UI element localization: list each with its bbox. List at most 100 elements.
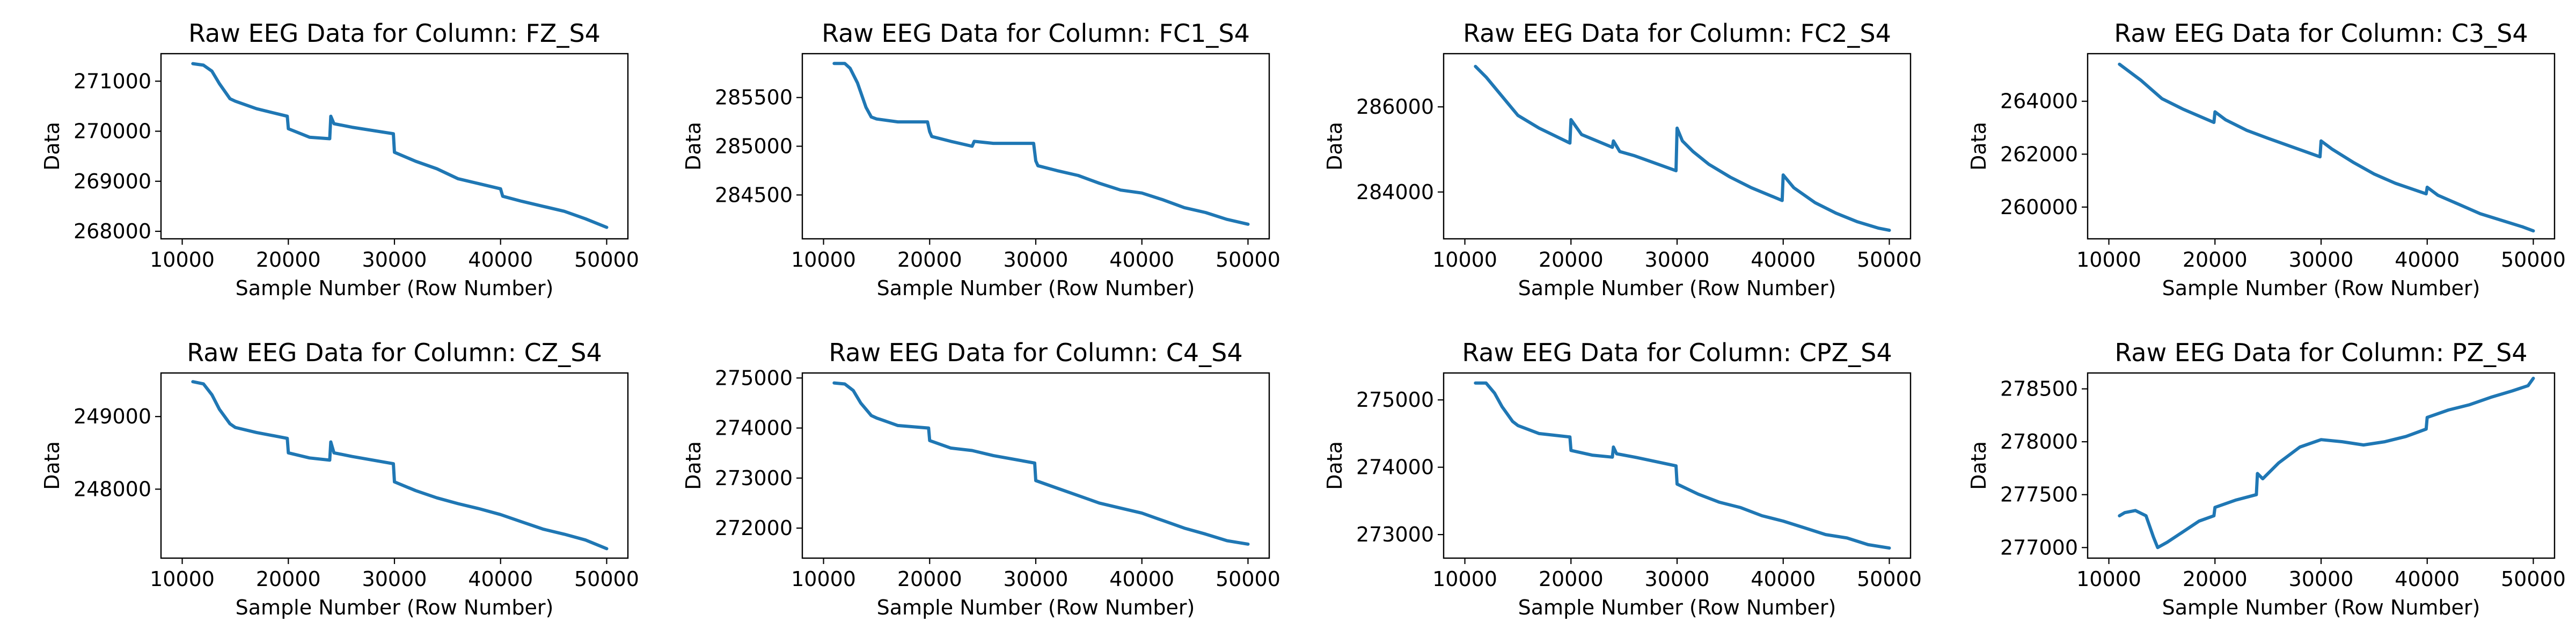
x-tick-label: 40000: [1751, 248, 1816, 272]
y-tick-label: 277000: [2000, 536, 2078, 559]
x-tick-label: 40000: [468, 567, 533, 591]
y-axis-label: Data: [1967, 441, 1990, 490]
x-tick-label: 50000: [1216, 248, 1280, 272]
series-line: [1474, 64, 1891, 232]
y-tick-label: 274000: [715, 416, 793, 440]
axes-frame: [1443, 53, 1912, 240]
y-tick-label: 270000: [74, 120, 151, 143]
y-tick-label: 268000: [74, 219, 151, 243]
x-tick-label: 30000: [2289, 248, 2354, 272]
x-tick-label: 10000: [150, 567, 215, 591]
subplot-6: Raw EEG Data for Column: CPZ_S4 10000 2000…: [1323, 338, 1922, 619]
x-axis-label: Sample Number (Row Number): [2162, 276, 2480, 300]
axes-frame: [2087, 372, 2556, 559]
y-tick-label: 248000: [74, 477, 151, 501]
axes-frame: [1443, 372, 1912, 559]
subplot-0: Raw EEG Data for Column: FZ_S4 10000 20000…: [40, 19, 639, 300]
x-tick-label: 10000: [2076, 567, 2141, 591]
y-tick-label: 285000: [715, 135, 793, 158]
series-line: [2118, 62, 2535, 233]
y-tick-label: 284000: [1356, 180, 1434, 204]
chart-title: Raw EEG Data for Column: CZ_S4: [187, 338, 602, 367]
y-axis-label: Data: [40, 441, 64, 490]
x-tick-label: 50000: [1216, 567, 1280, 591]
y-tick-label: 284500: [715, 183, 793, 207]
x-tick-label: 30000: [1645, 567, 1710, 591]
x-tick-label: 20000: [256, 567, 321, 591]
subplot-3: Raw EEG Data for Column: C3_S4 10000 20000…: [1967, 19, 2566, 300]
x-tick-label: 50000: [2501, 567, 2566, 591]
chart-title: Raw EEG Data for Column: FZ_S4: [188, 19, 601, 48]
chart-title: Raw EEG Data for Column: FC1_S4: [822, 19, 1250, 48]
x-tick-label: 20000: [1539, 248, 1604, 272]
chart-title: Raw EEG Data for Column: C3_S4: [2114, 19, 2528, 48]
x-axis-label: Sample Number (Row Number): [1518, 276, 1836, 300]
x-tick-label: 20000: [2183, 248, 2248, 272]
x-tick-label: 10000: [791, 248, 856, 272]
y-axis-label: Data: [1323, 122, 1346, 171]
x-tick-label: 10000: [1432, 567, 1497, 591]
subplot-1: Raw EEG Data for Column: FC1_S4 10000 2000…: [682, 19, 1280, 300]
series-line: [1474, 381, 1891, 550]
y-axis-label: Data: [682, 441, 705, 490]
y-tick-label: 262000: [2000, 142, 2078, 166]
x-tick-label: 30000: [362, 248, 427, 272]
subplot-2: Raw EEG Data for Column: FC2_S4 10000 2000…: [1323, 19, 1922, 300]
x-tick-label: 50000: [574, 248, 639, 272]
series-line: [832, 381, 1250, 546]
y-axis-label: Data: [1323, 441, 1346, 490]
y-tick-label: 249000: [74, 405, 151, 428]
x-tick-label: 30000: [1004, 567, 1069, 591]
chart-title: Raw EEG Data for Column: CPZ_S4: [1462, 338, 1892, 367]
x-axis-label: Sample Number (Row Number): [877, 596, 1195, 619]
x-tick-label: 10000: [791, 567, 856, 591]
x-tick-label: 20000: [256, 248, 321, 272]
x-axis-label: Sample Number (Row Number): [1518, 596, 1836, 619]
y-tick-label: 260000: [2000, 195, 2078, 219]
x-axis-label: Sample Number (Row Number): [236, 276, 554, 300]
x-tick-label: 40000: [1109, 567, 1174, 591]
x-tick-label: 40000: [2395, 567, 2460, 591]
y-tick-label: 275000: [715, 366, 793, 390]
series-line: [191, 62, 609, 229]
subplot-5: Raw EEG Data for Column: C4_S4 10000 20000…: [682, 338, 1280, 619]
x-tick-label: 40000: [1751, 567, 1816, 591]
x-tick-label: 50000: [1857, 248, 1922, 272]
x-tick-label: 20000: [897, 567, 962, 591]
x-tick-label: 50000: [2501, 248, 2566, 272]
chart-title: Raw EEG Data for Column: FC2_S4: [1463, 19, 1891, 48]
x-tick-label: 40000: [2395, 248, 2460, 272]
x-tick-label: 50000: [1857, 567, 1922, 591]
axes-frame: [160, 372, 629, 559]
chart-title: Raw EEG Data for Column: C4_S4: [829, 338, 1242, 367]
x-axis-label: Sample Number (Row Number): [877, 276, 1195, 300]
x-tick-label: 20000: [1539, 567, 1604, 591]
x-tick-label: 20000: [2183, 567, 2248, 591]
y-axis-label: Data: [682, 122, 705, 171]
axes-frame: [160, 53, 629, 240]
axes-frame: [801, 53, 1270, 240]
series-line: [832, 62, 1250, 226]
y-tick-label: 275000: [1356, 388, 1434, 412]
series-line: [191, 380, 609, 551]
y-tick-label: 272000: [715, 516, 793, 540]
y-tick-label: 271000: [74, 69, 151, 93]
x-tick-label: 40000: [468, 248, 533, 272]
y-tick-label: 269000: [74, 170, 151, 193]
y-tick-label: 273000: [1356, 523, 1434, 546]
x-tick-label: 20000: [897, 248, 962, 272]
x-tick-label: 10000: [150, 248, 215, 272]
y-tick-label: 264000: [2000, 90, 2078, 113]
y-tick-label: 285500: [715, 86, 793, 109]
x-tick-label: 10000: [2076, 248, 2141, 272]
x-tick-label: 40000: [1109, 248, 1174, 272]
series-line: [2118, 376, 2535, 550]
y-tick-label: 277500: [2000, 483, 2078, 507]
y-tick-label: 273000: [715, 466, 793, 490]
subplot-4: Raw EEG Data for Column: CZ_S4 10000 20000…: [40, 338, 639, 619]
axes-frame: [2087, 53, 2556, 240]
y-axis-label: Data: [40, 122, 64, 171]
x-tick-label: 30000: [1004, 248, 1069, 272]
y-tick-label: 274000: [1356, 456, 1434, 479]
